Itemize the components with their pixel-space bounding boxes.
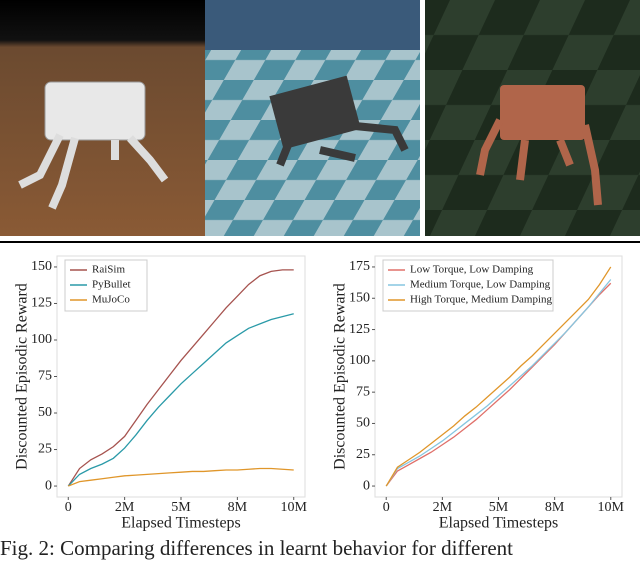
x-tick-label: 10M xyxy=(598,500,625,515)
x-tick-label: 0 xyxy=(65,500,72,515)
y-tick-label: 50 xyxy=(38,405,52,420)
robot-white xyxy=(18,81,169,210)
legend-box xyxy=(382,259,554,312)
x-tick-label: 8M xyxy=(545,500,565,515)
legend-label: High Torque, Medium Damping xyxy=(410,294,553,306)
series-line xyxy=(385,279,612,487)
y-tick-label: 50 xyxy=(356,416,370,431)
series-line xyxy=(67,269,294,487)
caption: Fig. 2: Comparing differences in learnt … xyxy=(0,536,513,560)
legend-label: Medium Torque, Low Damping xyxy=(410,279,551,291)
y-axis-label: Discounted Episodic Reward xyxy=(332,283,349,470)
x-tick-label: 5M xyxy=(171,500,191,515)
x-tick-label: 2M xyxy=(115,500,135,515)
series-line xyxy=(67,313,294,487)
y-tick-label: 25 xyxy=(356,447,370,462)
x-tick-label: 0 xyxy=(383,500,390,515)
legend-label: PyBullet xyxy=(92,279,131,291)
y-tick-label: 100 xyxy=(31,332,52,347)
x-tick-label: 10M xyxy=(281,500,308,515)
y-tick-label: 100 xyxy=(349,353,370,368)
legend-label: RaiSim xyxy=(92,264,125,276)
robot-orange xyxy=(476,85,602,206)
robot-dark xyxy=(269,75,409,167)
y-tick-label: 125 xyxy=(349,322,370,337)
series-line xyxy=(385,266,612,487)
x-tick-label: 2M xyxy=(433,500,453,515)
y-tick-label: 175 xyxy=(349,259,370,274)
y-tick-label: 0 xyxy=(45,478,52,493)
y-tick-label: 150 xyxy=(31,259,52,274)
series-line xyxy=(68,467,294,487)
y-tick-label: 0 xyxy=(363,478,370,493)
x-axis-label: Elapsed Timesteps xyxy=(121,515,241,532)
legend-label: MuJoCo xyxy=(92,294,130,306)
simulator-images xyxy=(0,0,640,236)
x-axis-label: Elapsed Timesteps xyxy=(439,515,559,532)
y-axis-label: Discounted Episodic Reward xyxy=(14,283,31,470)
y-tick-label: 150 xyxy=(349,290,370,305)
pybullet-sky xyxy=(205,0,420,50)
legend-label: Low Torque, Low Damping xyxy=(410,264,534,276)
y-tick-label: 25 xyxy=(38,442,52,457)
y-tick-label: 75 xyxy=(356,384,370,399)
y-tick-label: 125 xyxy=(31,296,52,311)
x-tick-label: 5M xyxy=(489,500,509,515)
x-tick-label: 8M xyxy=(228,500,248,515)
y-tick-label: 75 xyxy=(38,369,52,384)
